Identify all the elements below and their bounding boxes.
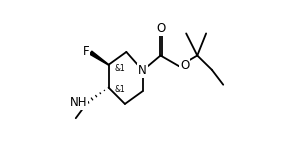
Text: &1: &1 bbox=[114, 85, 125, 94]
Text: O: O bbox=[156, 22, 165, 35]
Text: &1: &1 bbox=[114, 64, 125, 73]
Text: NH: NH bbox=[70, 96, 87, 109]
Text: O: O bbox=[180, 59, 189, 72]
Text: N: N bbox=[138, 64, 147, 77]
Polygon shape bbox=[90, 51, 109, 65]
Text: F: F bbox=[82, 45, 89, 58]
